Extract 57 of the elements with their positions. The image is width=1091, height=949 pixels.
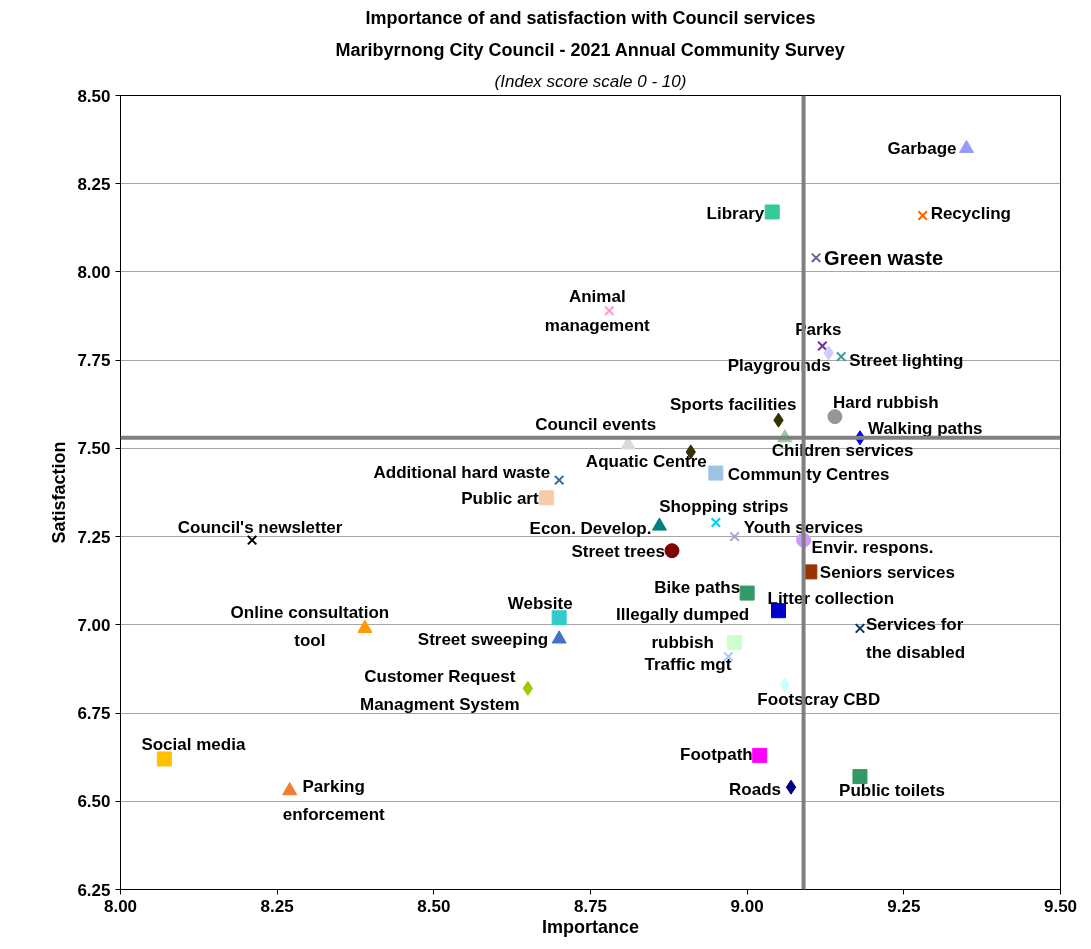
x-tick-label: 9.50 <box>1043 896 1078 916</box>
series-label: Public art <box>461 489 539 509</box>
series-label: Website <box>507 594 573 614</box>
y-axis-title: Satisfaction <box>49 441 70 544</box>
series-label: Bike paths <box>654 577 741 597</box>
series-label: Aquatic Centre <box>585 452 707 472</box>
y-tick-label: 6.75 <box>77 704 111 724</box>
series-label: Garbage <box>887 138 957 158</box>
series-label: Seniors services <box>819 563 955 583</box>
chart-subtitle: Maribyrnong City Council - 2021 Annual Community Survey <box>335 39 845 60</box>
series-label: Library <box>706 204 765 224</box>
series-label: Playgrounds <box>727 355 831 375</box>
series-label: Litter collection <box>767 589 895 609</box>
x-tick-label: 8.75 <box>573 896 608 916</box>
x-tick-label: 9.00 <box>730 896 764 916</box>
series-label: Sports facilities <box>669 394 797 414</box>
series-label: Street trees <box>571 542 665 562</box>
y-tick-label: 8.25 <box>77 174 111 194</box>
series-label: Additional hard waste <box>373 462 551 482</box>
x-axis-title: Importance <box>541 916 640 937</box>
series-label: Customer Request Managment System <box>360 666 520 715</box>
y-tick-label: 7.75 <box>77 351 111 371</box>
series-label: Footpath <box>680 744 753 764</box>
series-label: Social media <box>141 735 246 755</box>
series-label: Econ. Develop. <box>529 518 652 538</box>
series-label: Animal management <box>544 287 651 335</box>
series-label: Children services <box>771 441 914 461</box>
series-label: Shopping strips <box>659 497 789 516</box>
chart-title: Importance of and satisfaction with Council services <box>365 7 816 28</box>
series-label: Green waste <box>824 246 944 269</box>
series-label: Traffic mgt <box>644 655 732 675</box>
y-tick-label: 7.00 <box>77 615 111 635</box>
series-label: Street sweeping <box>417 630 549 650</box>
text: (Index score scale 0 - 10) <box>494 71 687 91</box>
series-label: Council's newsletter <box>177 517 343 537</box>
x-tick-label: 9.25 <box>887 896 921 916</box>
series-label: Public toilets <box>839 781 945 801</box>
x-tick-label: 8.50 <box>417 896 451 916</box>
series-label: Services for the disabled <box>865 614 966 663</box>
series-label: Online consultation tool <box>230 602 390 651</box>
y-tick-label: 7.25 <box>77 527 111 547</box>
series-label: Envir. respons. <box>811 537 934 557</box>
series-label: Roads <box>729 779 782 799</box>
y-tick-label: 7.50 <box>77 439 111 459</box>
x-tick-label: 8.25 <box>260 896 294 916</box>
y-tick-label: 8.50 <box>77 86 111 106</box>
series-label: Hard rubbish <box>832 393 939 413</box>
series-label: Parking enforcement <box>282 776 386 825</box>
series-label: Illegally dumped rubbish <box>616 604 750 653</box>
y-tick-label: 6.50 <box>77 792 111 812</box>
series-label: Council events <box>535 415 657 435</box>
series-label: Youth services <box>743 518 864 538</box>
series-label: Recycling <box>930 203 1011 223</box>
series-label: Footscray CBD <box>757 690 881 710</box>
y-tick-label: 8.00 <box>77 262 111 282</box>
series-label: Street lighting <box>849 351 964 371</box>
series-label: Walking paths <box>867 419 983 439</box>
